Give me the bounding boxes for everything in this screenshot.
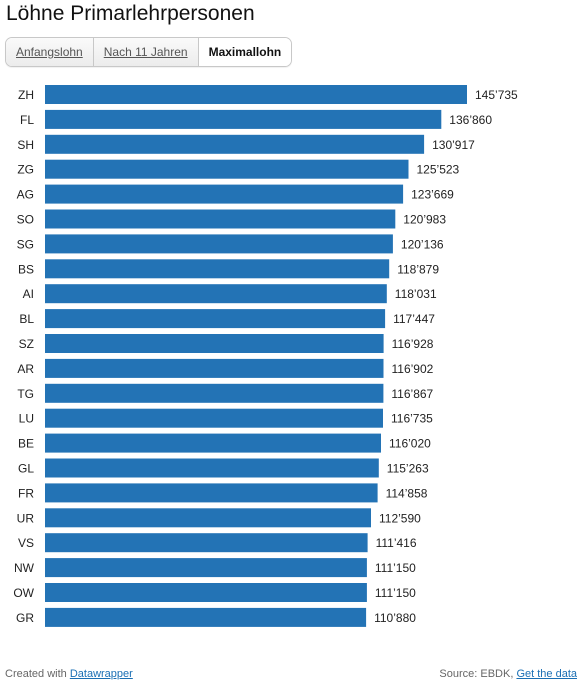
bar-bl[interactable] (45, 309, 386, 329)
value-label-bs: 118’879 (397, 262, 439, 276)
category-label-gl: GL (18, 462, 34, 476)
value-label-zg: 125’523 (417, 163, 460, 177)
bar-fr[interactable] (45, 483, 378, 503)
category-label-gr: GR (16, 611, 34, 625)
category-label-ar: AR (17, 362, 34, 376)
footer-credit: Created with Datawrapper (5, 668, 133, 680)
bar-so[interactable] (45, 209, 396, 229)
category-label-ur: UR (17, 511, 35, 525)
value-label-be: 116’020 (389, 437, 431, 451)
category-label-sg: SG (17, 237, 34, 251)
bar-vs[interactable] (45, 533, 368, 553)
view-tabs: Anfangslohn Nach 11 Jahren Maximallohn (5, 37, 293, 67)
bar-sg[interactable] (45, 234, 393, 254)
bar-fl[interactable] (45, 109, 442, 129)
tab-maximallohn[interactable]: Maximallohn (197, 38, 292, 66)
value-label-lu: 116’735 (391, 412, 433, 426)
category-label-fr: FR (18, 486, 34, 500)
bar-chart: ZH 145’735 FL 136’860 SH 130’917 ZG 125’523 AG 12… (13, 85, 518, 627)
value-label-fr: 114’858 (386, 486, 428, 500)
bar-sh[interactable] (45, 134, 425, 154)
value-label-nw: 111’150 (375, 561, 416, 575)
bar-zg[interactable] (45, 159, 409, 179)
footer-source: Source: EBDK, Get the data (439, 668, 577, 680)
value-label-gl: 115’263 (387, 462, 429, 476)
tab-anfangslohn[interactable]: Anfangslohn (6, 38, 93, 66)
value-label-ai: 118’031 (395, 287, 437, 301)
value-label-bl: 117’447 (393, 312, 435, 326)
bar-ow[interactable] (45, 583, 367, 602)
bar-lu[interactable] (45, 408, 383, 428)
bar-gl[interactable] (45, 458, 379, 478)
value-label-sz: 116’928 (392, 337, 434, 351)
bar-ag[interactable] (45, 184, 404, 204)
value-label-vs: 111’416 (376, 536, 417, 550)
bar-ar[interactable] (45, 358, 384, 378)
bar-sz[interactable] (45, 334, 384, 353)
value-label-tg: 116’867 (391, 387, 433, 401)
bar-ai[interactable] (45, 284, 387, 304)
bar-nw[interactable] (45, 558, 367, 578)
value-label-gr: 110’880 (374, 611, 416, 625)
category-label-ow: OW (13, 586, 34, 600)
tab-nach-11-jahren[interactable]: Nach 11 Jahren (92, 38, 198, 66)
category-label-vs: VS (18, 536, 34, 550)
category-label-nw: NW (14, 561, 35, 575)
get-the-data-link[interactable]: Get the data (516, 668, 577, 680)
category-label-fl: FL (20, 113, 34, 127)
value-label-ur: 112’590 (379, 511, 421, 525)
value-label-fl: 136’860 (449, 113, 492, 127)
category-label-ag: AG (17, 188, 34, 202)
bar-gr[interactable] (45, 607, 367, 627)
value-label-sg: 120’136 (401, 237, 444, 251)
category-label-sh: SH (17, 138, 34, 152)
category-label-ai: AI (23, 287, 34, 301)
category-label-bl: BL (19, 312, 34, 326)
category-label-zg: ZG (17, 163, 34, 177)
footer-created-text: Created with (5, 668, 67, 680)
category-label-tg: TG (17, 387, 34, 401)
value-label-ar: 116’902 (392, 362, 434, 376)
category-label-lu: LU (19, 412, 34, 426)
category-label-sz: SZ (19, 337, 34, 351)
bar-bs[interactable] (45, 259, 390, 279)
footer-source-text: Source: EBDK, (439, 668, 514, 680)
category-label-be: BE (18, 437, 34, 451)
bar-be[interactable] (45, 433, 381, 453)
category-label-so: SO (17, 213, 34, 227)
value-label-so: 120’983 (403, 213, 446, 227)
bar-zh[interactable] (45, 85, 467, 104)
value-label-zh: 145’735 (475, 88, 518, 102)
category-label-bs: BS (18, 262, 34, 276)
category-label-zh: ZH (18, 88, 34, 102)
value-label-ow: 111’150 (375, 586, 416, 600)
datawrapper-link[interactable]: Datawrapper (69, 668, 133, 680)
bar-ur[interactable] (45, 508, 371, 528)
bar-tg[interactable] (45, 383, 384, 403)
value-label-ag: 123’669 (411, 188, 454, 202)
value-label-sh: 130’917 (432, 138, 475, 152)
chart-title: Löhne Primarlehrpersonen (6, 2, 255, 25)
